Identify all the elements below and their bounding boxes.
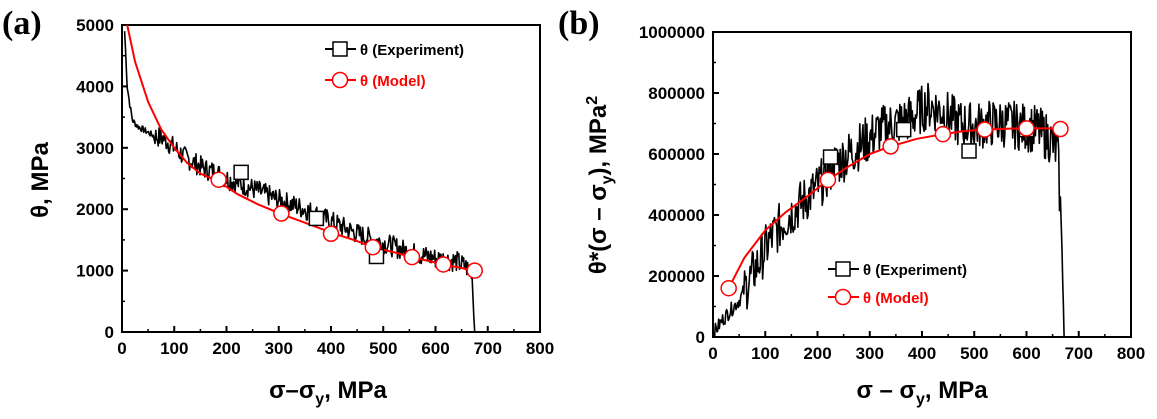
legend-circle-icon — [834, 288, 852, 306]
x-axis-title-a: σ–σy, MPa — [269, 377, 387, 408]
x-axis-title-b: σ – σy, MPa — [856, 377, 988, 408]
experiment-marker — [233, 164, 249, 181]
x-tick-label: 0 — [708, 344, 717, 363]
x-tick-label: 700 — [474, 339, 502, 358]
ticks-a: 0 100 200 300 400 500 600 700 800 0 1000 2000 3000 40… — [76, 16, 554, 358]
y-tick-label: 2000 — [76, 200, 114, 219]
series-markers-b — [720, 120, 1069, 297]
y-tick-label: 200000 — [648, 267, 705, 286]
y-tick-label: 0 — [105, 323, 114, 342]
model-marker — [322, 225, 340, 243]
model-marker — [819, 171, 837, 189]
y-tick-label: 5000 — [76, 16, 114, 35]
y-axis-title-a: θ, MPa — [27, 142, 54, 218]
y-tick-label: 4000 — [76, 77, 114, 96]
y-tick-label: 3000 — [76, 139, 114, 158]
experiment-marker — [895, 121, 912, 138]
x-tick-label: 800 — [526, 339, 554, 358]
panel-label-a: (a) — [2, 5, 42, 42]
model-marker — [1052, 120, 1069, 138]
panel-label-b: (b) — [558, 5, 600, 42]
x-tick-label: 100 — [751, 344, 779, 363]
experiment-marker — [961, 143, 977, 159]
x-tick-label: 400 — [317, 339, 345, 358]
y-tick-label: 0 — [696, 328, 705, 347]
x-tick-label: 400 — [908, 344, 936, 363]
legend-label-model-a: θ (Model) — [360, 73, 426, 90]
model-marker — [720, 279, 737, 297]
series-lines-a — [123, 24, 476, 333]
model-series-line — [126, 24, 475, 272]
y-axis-title-b: θ*(σ – σy), MPa2 — [584, 96, 616, 274]
x-tick-label: 600 — [1012, 344, 1040, 363]
x-tick-label: 300 — [265, 339, 293, 358]
x-tick-label: 300 — [856, 344, 884, 363]
legend-label-experiment-b: θ (Experiment) — [863, 262, 967, 279]
legend-circle-icon — [331, 71, 349, 89]
y-tick-label: 600000 — [648, 145, 705, 164]
plot-frame-a — [121, 24, 541, 333]
legend-label-experiment-a: θ (Experiment) — [360, 42, 464, 59]
x-tick-label: 100 — [160, 339, 188, 358]
x-tick-label: 700 — [1065, 344, 1093, 363]
series-markers-a — [210, 164, 483, 279]
y-tick-label: 1000000 — [639, 23, 705, 42]
x-tick-label: 500 — [369, 339, 397, 358]
x-tick-label: 500 — [960, 344, 988, 363]
experiment-marker — [308, 210, 325, 227]
model-marker — [466, 262, 483, 279]
chart-b: (b) 0 100 200 300 400 500 600 700 800 0 200000 4000… — [558, 5, 1145, 408]
model-marker — [273, 205, 290, 222]
legend-square-icon — [332, 41, 348, 57]
y-tick-label: 400000 — [648, 206, 705, 225]
ticks-b: 0 100 200 300 400 500 600 700 800 0 200000 400000 60… — [639, 23, 1145, 363]
model-marker — [435, 256, 452, 273]
chart-a: (a) 0 100 200 300 400 500 600 700 800 0 1000 2000 30… — [2, 5, 554, 408]
experiment-marker — [822, 149, 839, 165]
model-marker — [1018, 120, 1035, 137]
x-tick-label: 0 — [117, 339, 126, 358]
model-marker — [882, 138, 899, 155]
legend-a: θ (Experiment) θ (Model) — [325, 41, 464, 90]
legend-b: θ (Experiment) θ (Model) — [828, 261, 967, 307]
model-marker — [934, 125, 952, 143]
x-tick-label: 600 — [421, 339, 449, 358]
model-marker — [976, 121, 993, 138]
x-tick-label: 200 — [803, 344, 831, 363]
y-tick-label: 1000 — [76, 262, 114, 281]
model-marker — [210, 171, 227, 188]
legend-label-model-b: θ (Model) — [863, 290, 929, 307]
experiment-series-line — [712, 82, 1065, 338]
model-marker — [364, 239, 382, 256]
model-marker — [403, 248, 421, 266]
legend-square-icon — [835, 261, 851, 277]
x-tick-label: 800 — [1117, 344, 1145, 363]
x-tick-label: 200 — [212, 339, 240, 358]
y-tick-label: 800000 — [648, 84, 705, 103]
